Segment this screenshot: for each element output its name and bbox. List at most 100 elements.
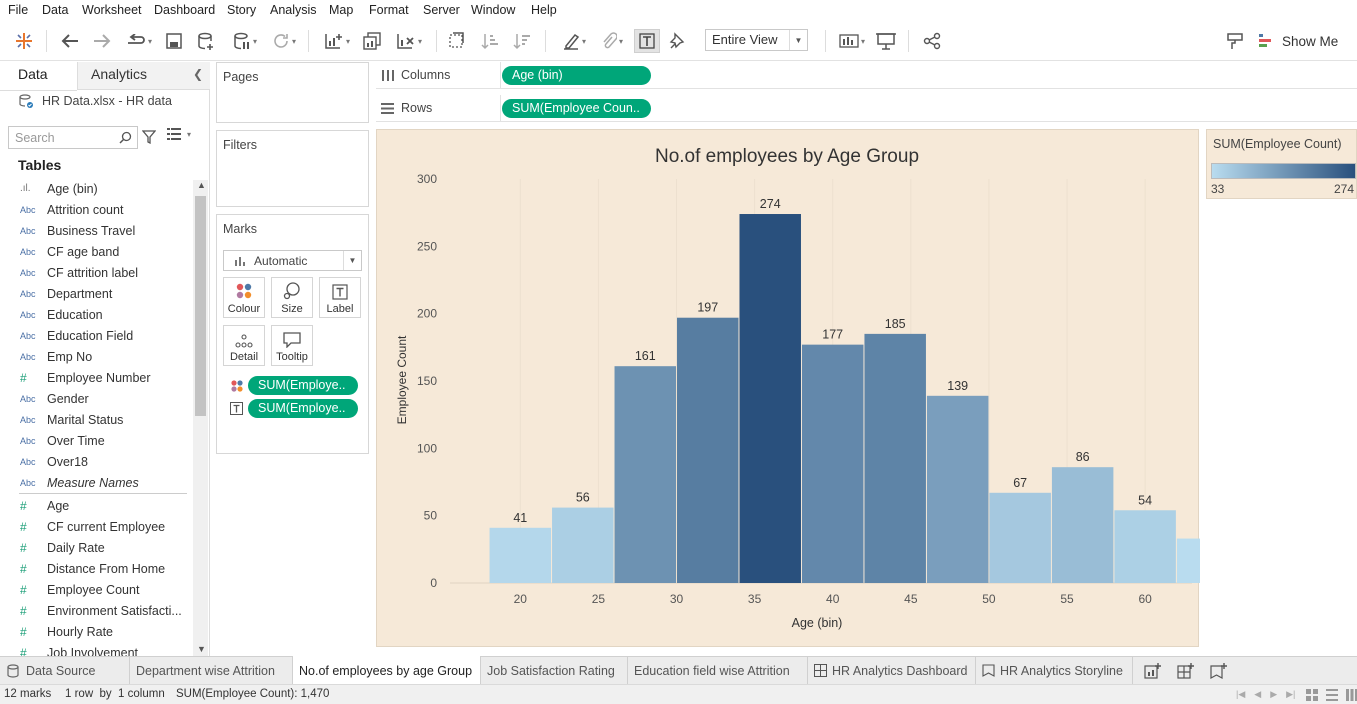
show-cards-icon[interactable]: ▾ <box>834 29 870 53</box>
tab-analytics[interactable]: Analytics ❮ <box>77 62 210 90</box>
new-worksheet-tab-icon[interactable] <box>1137 657 1169 684</box>
colour-pill[interactable]: SUM(Employe.. <box>248 376 358 395</box>
refresh-icon[interactable]: ▾ <box>266 29 302 53</box>
redo-icon[interactable] <box>90 29 114 53</box>
next-sheet-icon[interactable]: ▶ <box>1270 689 1278 699</box>
menu-help[interactable]: Help <box>531 3 557 17</box>
show-me-button[interactable]: Show Me <box>1258 29 1348 53</box>
chart-view[interactable]: No.of employees by Age Group 41 56 161 197 2… <box>376 129 1239 647</box>
field-item[interactable]: Abc Emp No <box>20 346 190 367</box>
swap-rows-columns-icon[interactable] <box>444 29 470 53</box>
menu-server[interactable]: Server <box>423 3 460 17</box>
previous-sheet-icon[interactable]: ◀ <box>1254 689 1262 699</box>
label-pill[interactable]: SUM(Employe.. <box>248 399 358 418</box>
pages-card[interactable]: Pages <box>216 62 369 123</box>
group-members-icon[interactable]: ▾ <box>594 29 630 53</box>
field-item[interactable]: # Hourly Rate <box>20 621 190 642</box>
tab-data-source[interactable]: Data Source <box>0 657 130 684</box>
field-item[interactable]: Abc CF attrition label <box>20 262 190 283</box>
tab-hr-analytics-storyline[interactable]: HR Analytics Storyline <box>976 657 1133 684</box>
size-button[interactable]: Size <box>271 277 313 318</box>
highlight-icon[interactable]: ▾ <box>556 29 592 53</box>
field-item[interactable]: Abc Department <box>20 283 190 304</box>
presentation-mode-icon[interactable] <box>874 29 898 53</box>
filter-icon[interactable] <box>142 130 156 144</box>
menu-dashboard[interactable]: Dashboard <box>154 3 216 17</box>
sort-descending-icon[interactable] <box>510 29 534 53</box>
field-item[interactable]: Abc Over Time <box>20 430 190 451</box>
menu-file[interactable]: File <box>8 3 29 17</box>
rows-shelf[interactable]: Rows SUM(Employee Coun.. <box>376 95 1357 122</box>
field-item[interactable]: # CF current Employee <box>20 516 190 537</box>
field-item[interactable]: Abc Measure Names <box>20 472 190 493</box>
field-item[interactable]: Abc Marital Status <box>20 409 190 430</box>
menu-data[interactable]: Data <box>42 3 69 17</box>
clear-sheet-icon[interactable]: ▾ <box>390 29 428 53</box>
new-dashboard-tab-icon[interactable] <box>1170 657 1202 684</box>
menu-worksheet[interactable]: Worksheet <box>82 3 142 17</box>
scroll-down-icon[interactable]: ▼ <box>197 644 206 654</box>
share-icon[interactable] <box>920 29 944 53</box>
field-item[interactable]: # Distance From Home <box>20 558 190 579</box>
tab-education-field-wise-attrition[interactable]: Education field wise Attrition <box>628 657 808 684</box>
show-mark-labels-icon[interactable] <box>634 29 660 53</box>
rows-pill[interactable]: SUM(Employee Coun.. <box>502 99 651 118</box>
label-button[interactable]: Label <box>319 277 361 318</box>
scrollbar-thumb[interactable] <box>195 196 206 416</box>
field-item[interactable]: Abc Education <box>20 304 190 325</box>
field-item[interactable]: # Environment Satisfacti... <box>20 600 190 621</box>
replay-icon[interactable]: ▾ <box>120 29 158 53</box>
datasource-item[interactable]: HR Data.xlsx - HR data <box>18 93 172 109</box>
colour-button[interactable]: Colour <box>223 277 265 318</box>
tab-department-wise-attrition[interactable]: Department wise Attrition <box>130 657 293 684</box>
new-datasource-icon[interactable] <box>194 29 218 53</box>
field-item[interactable]: # Age <box>20 495 190 516</box>
pause-updates-icon[interactable]: ▾ <box>226 29 264 53</box>
new-story-tab-icon[interactable] <box>1203 657 1235 684</box>
menu-format[interactable]: Format <box>369 3 409 17</box>
field-item[interactable]: Abc Attrition count <box>20 199 190 220</box>
tooltip-button[interactable]: Tooltip <box>271 325 313 366</box>
menu-window[interactable]: Window <box>471 3 516 17</box>
detail-button[interactable]: Detail <box>223 325 265 366</box>
filmstrip-icon[interactable] <box>1326 689 1338 701</box>
last-sheet-icon[interactable]: ▶| <box>1286 689 1296 699</box>
field-item[interactable]: Abc Business Travel <box>20 220 190 241</box>
menu-map[interactable]: Map <box>329 3 354 17</box>
field-item[interactable]: Abc Education Field <box>20 325 190 346</box>
tab-hr-analytics-dashboard[interactable]: HR Analytics Dashboard <box>808 657 976 684</box>
format-painter-icon[interactable] <box>1222 29 1248 53</box>
sheet-sorter-icon[interactable] <box>1306 689 1318 701</box>
tab-no-of-employees-by-age-group[interactable]: No.of employees by age Group <box>293 656 481 685</box>
mark-type-dropdown[interactable]: Automatic ▼ <box>223 250 362 271</box>
tab-data[interactable]: Data <box>0 62 77 90</box>
filters-card[interactable]: Filters <box>216 130 369 207</box>
columns-pill[interactable]: Age (bin) <box>502 66 651 85</box>
tableau-logo-icon[interactable] <box>12 29 36 53</box>
new-worksheet-icon[interactable]: ▾ <box>318 29 356 53</box>
save-icon[interactable] <box>163 29 185 53</box>
field-item[interactable]: Abc Over18 <box>20 451 190 472</box>
scroll-up-icon[interactable]: ▲ <box>197 180 206 190</box>
tab-job-satisfaction-rating[interactable]: Job Satisfaction Rating <box>481 657 628 684</box>
field-item[interactable]: Abc Gender <box>20 388 190 409</box>
field-item[interactable]: Abc CF age band <box>20 241 190 262</box>
fit-dropdown[interactable]: Entire View ▼ <box>705 29 808 51</box>
field-item[interactable]: .ıl. Age (bin) <box>20 178 190 199</box>
scrollbar[interactable]: ▲ ▼ <box>193 180 208 656</box>
view-options-icon[interactable]: ▾ <box>167 128 191 140</box>
menu-analysis[interactable]: Analysis <box>270 3 317 17</box>
sort-ascending-icon[interactable] <box>478 29 502 53</box>
collapse-pane-icon[interactable]: ❮ <box>192 67 203 81</box>
first-sheet-icon[interactable]: |◀ <box>1236 689 1246 699</box>
columns-shelf[interactable]: Columns Age (bin) <box>376 62 1357 89</box>
tabs-view-icon[interactable] <box>1346 689 1357 701</box>
undo-icon[interactable] <box>58 29 82 53</box>
menu-story[interactable]: Story <box>227 3 257 17</box>
duplicate-sheet-icon[interactable] <box>360 29 384 53</box>
search-input[interactable]: Search <box>8 126 138 149</box>
field-item[interactable]: # Daily Rate <box>20 537 190 558</box>
field-item[interactable]: # Employee Number <box>20 367 190 388</box>
field-item[interactable]: # Employee Count <box>20 579 190 600</box>
fix-axes-pin-icon[interactable] <box>666 29 688 53</box>
